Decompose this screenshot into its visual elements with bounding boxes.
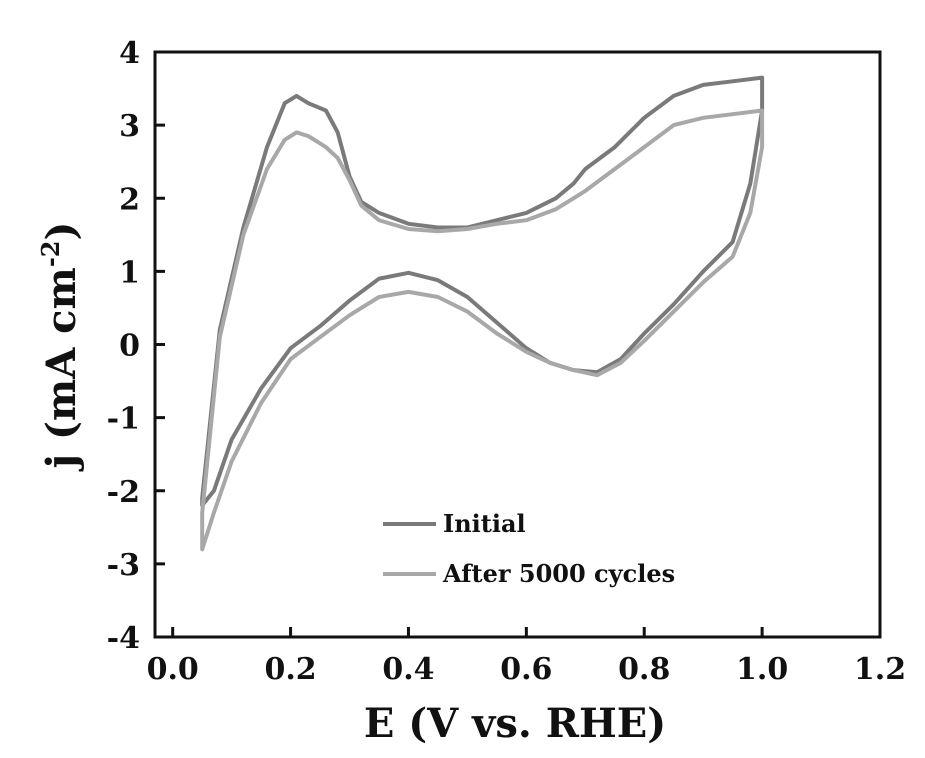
x-tick-label: 0.6: [500, 652, 552, 687]
x-tick-label: 0.8: [618, 652, 670, 687]
y-tick-label: -4: [107, 621, 140, 656]
y-tick-label: 1: [119, 255, 140, 290]
y-axis-title-superscript: -2: [36, 240, 65, 267]
axis-ticks: [155, 50, 882, 639]
x-tick-label: 0.0: [147, 652, 199, 687]
x-tick-label: 1.2: [854, 652, 906, 687]
y-tick-label: -2: [107, 475, 140, 510]
y-tick-label: 3: [119, 109, 140, 144]
legend-label-initial: Initial: [443, 509, 526, 538]
data-series: [200, 75, 765, 552]
y-axis-title-main: j (mA cm: [38, 267, 85, 471]
y-tick-label: 0: [119, 329, 140, 364]
x-tick-label: 1.0: [736, 652, 788, 687]
y-axis-title-suffix: ): [38, 222, 85, 241]
x-tick-label: 0.4: [382, 652, 434, 687]
tick-labels: 0.0 0.2 0.4 0.6 0.8 1.0 1.2 -4 -3 -2 -1 0 1 2 3 4: [107, 36, 906, 687]
y-tick-label: -1: [107, 402, 140, 437]
legend: Initial After 5000 cycles: [383, 509, 675, 588]
y-axis-title: j (mA cm-2): [36, 222, 85, 472]
x-tick-label: 0.2: [264, 652, 316, 687]
legend-label-after-5000-cycles: After 5000 cycles: [442, 559, 675, 588]
y-tick-label: 2: [119, 182, 140, 217]
y-tick-label: -3: [107, 548, 140, 583]
series-line-after-5000-cycles: [200, 108, 765, 552]
x-axis-title: E (V vs. RHE): [364, 700, 666, 747]
series-line-initial: [200, 75, 765, 508]
y-tick-label: 4: [119, 36, 140, 71]
